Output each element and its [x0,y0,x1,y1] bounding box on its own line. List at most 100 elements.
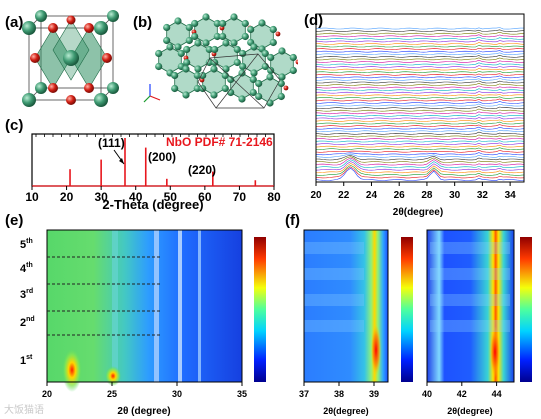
nb-atom [183,45,191,54]
x-tick-label: 35 [237,389,247,399]
plot-frame [303,229,389,383]
nb-atom [185,23,193,32]
x-tick-label: 20 [42,389,52,399]
pdf-label: NbO PDF# 71-2146 [166,135,273,149]
pattern-line [315,124,525,127]
f-left-xlabel: 2θ(degree) [323,406,368,416]
cycle-band [430,320,510,332]
pattern-line [315,98,525,102]
pattern-line [315,153,525,158]
pattern-line [315,161,525,171]
cycle-label: 1st [20,354,33,367]
o-atom [295,59,298,65]
x-tick-label: 38 [334,389,344,399]
pattern-line [315,62,525,66]
nb-atom [163,36,171,45]
pattern-line [315,121,525,125]
cycle-band [430,294,510,306]
nb-atom [233,45,241,54]
nb-atom [211,45,219,54]
nb-atom [174,17,182,25]
x-tick-label: 22 [338,190,350,201]
plot-frame [426,229,515,383]
pattern-line [315,157,525,166]
nb-atom [210,65,218,73]
x-tick-label: 50 [164,190,178,204]
peak-arrowhead [119,158,124,164]
nb-atom [239,62,247,71]
hot-spot [490,326,500,378]
cycle-label: 3rd [20,288,33,301]
x-tick-label: 30 [449,190,461,201]
nb-atom [278,73,286,81]
x-tick-label: 60 [198,190,212,204]
peak-stripe [198,230,201,382]
panel-c-label: (c) [5,117,24,134]
nb-atom [250,43,258,51]
nb-atom [155,49,163,58]
cycle-label: 2nd [20,316,35,329]
nb-atom [185,36,193,45]
nb-atom [278,47,286,55]
pattern-line [315,134,525,138]
nb-atom [213,32,221,41]
pattern-line [315,94,525,97]
nb-atom [249,75,257,84]
nb-atom [255,79,263,88]
crystal-structure-framework [143,13,298,109]
nb-atom [277,92,285,101]
nb-atom [241,32,249,41]
crystal-structure-unit-cell [22,10,119,107]
pattern-line [315,152,525,156]
nb-atom [199,71,207,80]
cycle-label: 5th [20,238,33,251]
nb-atom [250,69,258,77]
pattern-line [315,78,525,81]
pattern-line [315,34,525,38]
nb-atom [230,13,238,21]
pattern-line [315,73,524,76]
x-tick-label: 40 [129,190,143,204]
nb-atom [205,45,213,54]
pattern-line [315,42,525,45]
pattern-line [315,131,525,135]
nb-atom [241,19,249,28]
pattern-line [315,59,525,63]
f-right-xlabel: 2θ(degree) [447,406,492,416]
x-tick-label: 26 [394,190,406,201]
pattern-line [315,149,525,153]
hot-spot [105,366,121,386]
x-tick-label: 42 [457,389,467,399]
peak-stripe [178,230,182,382]
nb-atom [238,95,246,103]
x-tick-label: 30 [94,190,108,204]
nb-atom [193,84,201,93]
nb-atom [233,58,241,67]
nb-atom [155,62,163,71]
hex-ring [222,16,246,44]
pattern-line [315,129,525,133]
x-tick-label: 44 [492,389,502,399]
hex-ring [158,46,182,74]
pattern-line [315,119,524,122]
pattern-line [315,163,525,174]
panel-d-label: (d) [304,12,324,29]
nb-atom [182,91,190,99]
pattern-line [315,65,525,68]
x-tick-label: 39 [369,389,379,399]
colorbar-left [401,237,413,382]
nb-atom [171,84,179,93]
panel-e-label: (e) [5,212,24,229]
pattern-line [315,29,525,32]
pattern-line [315,36,525,40]
pattern-line [315,126,525,130]
pattern-line [315,45,525,48]
pattern-line [315,140,525,143]
nb-atom [202,39,210,47]
pattern-line [315,117,525,120]
x-tick-label: 28 [421,190,433,201]
nb-atom [222,65,230,73]
nb-atom [249,88,257,97]
nb-atom [174,43,182,51]
hex-ring [194,16,218,44]
